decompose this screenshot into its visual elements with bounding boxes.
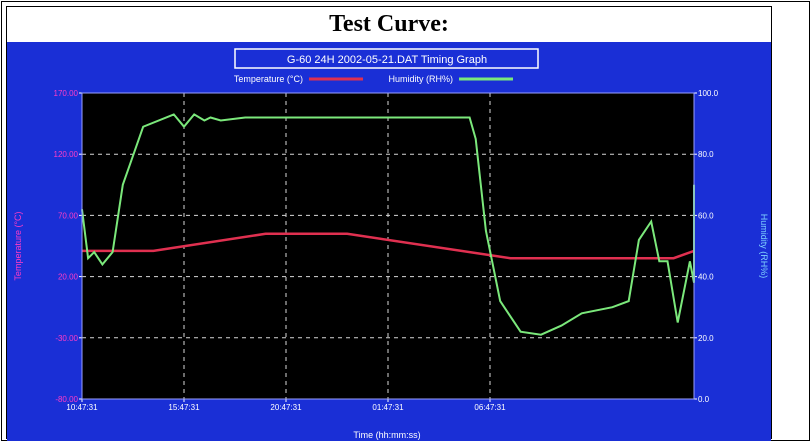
- plot-frame: [81, 92, 695, 400]
- table-rule-left: [6, 6, 7, 439]
- humidity-series-line: [81, 113, 695, 336]
- right-axis-label: Humidity (RH%): [759, 214, 769, 279]
- left-tick-label: 70.00: [58, 211, 79, 220]
- right-tick-label: 20.0: [698, 334, 714, 343]
- right-tick-label: 40.0: [698, 273, 714, 282]
- legend-temperature-label: Temperature (°C): [234, 74, 303, 84]
- left-tick-label: 170.00: [54, 89, 79, 98]
- page-heading: Test Curve:: [329, 11, 449, 37]
- x-tick-label: 01:47:31: [372, 403, 404, 412]
- x-axis-ticks: 10:47:31 15:47:31 20:47:31 01:47:31 06:47:31: [66, 399, 506, 412]
- x-tick-label: 06:47:31: [474, 403, 506, 412]
- x-tick-label: 15:47:31: [168, 403, 200, 412]
- left-tick-label: 120.00: [54, 150, 79, 159]
- table-rule-right: [771, 6, 772, 439]
- timing-graph: G-60 24H 2002-05-21.DAT Timing Graph Tem…: [13, 48, 769, 440]
- right-tick-label: 80.0: [698, 150, 714, 159]
- right-axis-ticks: 100.0 80.0 60.0 40.0 20.0 0.0: [694, 89, 719, 404]
- title-box: [234, 48, 539, 69]
- left-tick-label: -80.00: [55, 395, 78, 404]
- left-tick-label: 20.00: [58, 273, 79, 282]
- table-rule-top: [6, 6, 772, 7]
- left-axis-ticks: 170.00 120.00 70.00 20.00 -30.00 -80.00: [54, 89, 82, 404]
- right-tick-label: 100.0: [698, 89, 719, 98]
- chart-title: G-60 24H 2002-05-21.DAT Timing Graph: [287, 54, 487, 66]
- x-tick-label: 20:47:31: [270, 403, 302, 412]
- x-tick-label: 10:47:31: [66, 403, 98, 412]
- right-tick-label: 0.0: [698, 395, 710, 404]
- chart-panel: G-60 24H 2002-05-21.DAT Timing Graph Tem…: [7, 42, 771, 441]
- right-tick-label: 60.0: [698, 211, 714, 220]
- left-axis-label: Temperature (°C): [13, 211, 23, 280]
- left-tick-label: -30.00: [55, 334, 78, 343]
- x-axis-label: Time (hh:mm:ss): [353, 430, 420, 440]
- legend-humidity-label: Humidity (RH%): [388, 74, 453, 84]
- temperature-series-line: [82, 232, 695, 260]
